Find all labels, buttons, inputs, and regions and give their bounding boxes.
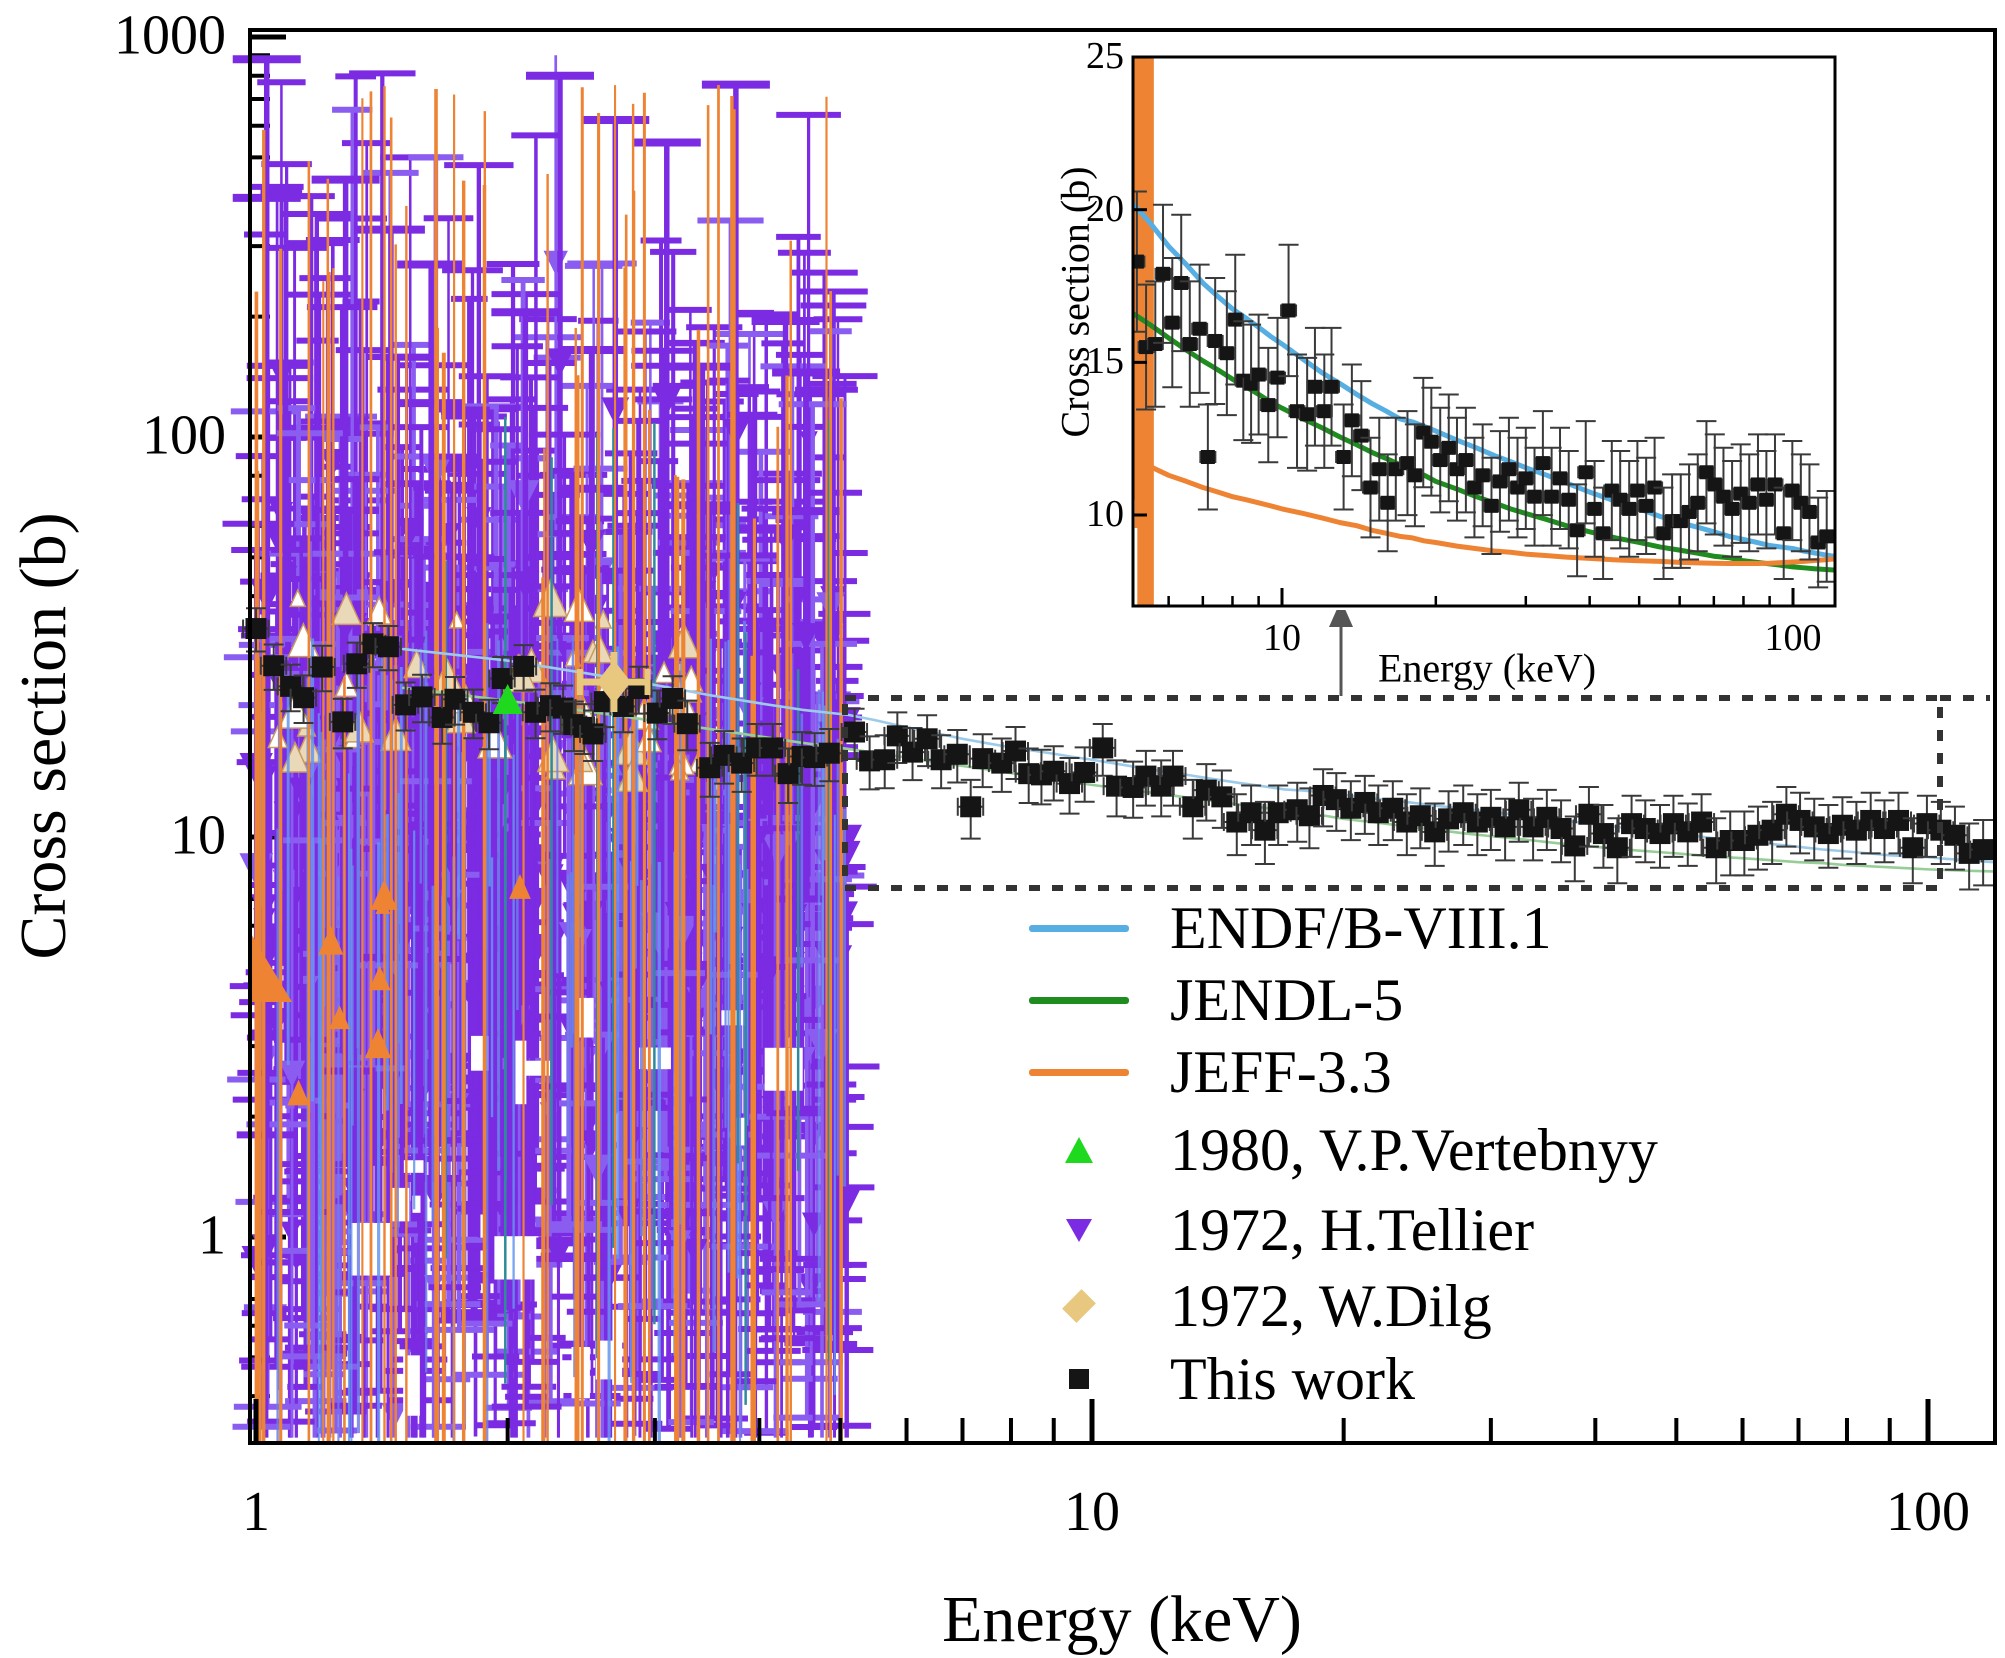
- inset-y-tick-10: 10: [1086, 493, 1124, 536]
- y-tick-100: 100: [142, 404, 226, 467]
- x-tick-100: 100: [1886, 1481, 1970, 1543]
- legend-label: This work: [1170, 1346, 1415, 1412]
- legend-row-tellier: 1972, H.Tellier: [1020, 1192, 1534, 1268]
- triangle-up-icon: [1065, 1137, 1093, 1163]
- legend-label: ENDF/B-VIII.1: [1170, 895, 1552, 961]
- jendl-line-swatch: [1029, 996, 1129, 1004]
- y-tick-1: 1: [198, 1204, 226, 1267]
- inset-y-axis-title: Cross section (b): [1052, 166, 1098, 438]
- square-icon: [1069, 1369, 1089, 1389]
- inset-plot: [1129, 53, 1839, 610]
- zoom-region-box: [842, 695, 1990, 891]
- legend-label: JEFF-3.3: [1170, 1039, 1392, 1105]
- inset-y-tick-15: 15: [1086, 340, 1124, 383]
- x-axis-ticks: [253, 1399, 1931, 1443]
- legend-row-jeff: JEFF-3.3: [1020, 1034, 1392, 1110]
- diamond-icon: [1062, 1289, 1096, 1323]
- legend-row-jendl: JENDL-5: [1020, 962, 1403, 1038]
- x-tick-10: 10: [1064, 1481, 1120, 1543]
- zoom-arrow: [1329, 600, 1353, 696]
- inset-this-work-data: [1133, 190, 1835, 589]
- x-axis-title: Energy (keV): [942, 1583, 1302, 1656]
- vertebnyy-marker: [492, 684, 523, 715]
- inset-y-tick-25: 25: [1086, 35, 1124, 78]
- y-tick-10: 10: [170, 804, 226, 867]
- inset-x-axis-title: Energy (keV): [1377, 645, 1597, 691]
- inset-frame: [1131, 55, 1837, 608]
- x-tick-1: 1: [242, 1481, 270, 1543]
- legend-row-thiswork: This work: [1020, 1341, 1415, 1417]
- legend-label: 1980, V.P.Vertebnyy: [1170, 1117, 1658, 1183]
- dilg-marker: [576, 652, 651, 713]
- legend-row-endf: ENDF/B-VIII.1: [1020, 890, 1552, 966]
- legend-row-vertebnyy: 1980, V.P.Vertebnyy: [1020, 1112, 1658, 1188]
- legend-label: 1972, W.Dilg: [1170, 1273, 1492, 1339]
- inset-y-tick-20: 20: [1086, 188, 1124, 231]
- jeff-line-swatch: [1029, 1068, 1129, 1076]
- inset-x-tick-100: 100: [1764, 617, 1822, 659]
- y-axis-title: Cross section (b): [7, 512, 80, 960]
- this-work-data: [242, 607, 1997, 891]
- y-tick-1000: 1000: [114, 4, 226, 67]
- triangle-down-icon: [1066, 1218, 1092, 1242]
- legend-row-dilg: 1972, W.Dilg: [1020, 1268, 1492, 1344]
- plot-frame: [248, 28, 1997, 1445]
- inset-x-tick-10: 10: [1263, 617, 1301, 659]
- legend-label: JENDL-5: [1170, 967, 1404, 1033]
- endf-line-swatch: [1029, 924, 1129, 932]
- legend-label: 1972, H.Tellier: [1170, 1197, 1535, 1263]
